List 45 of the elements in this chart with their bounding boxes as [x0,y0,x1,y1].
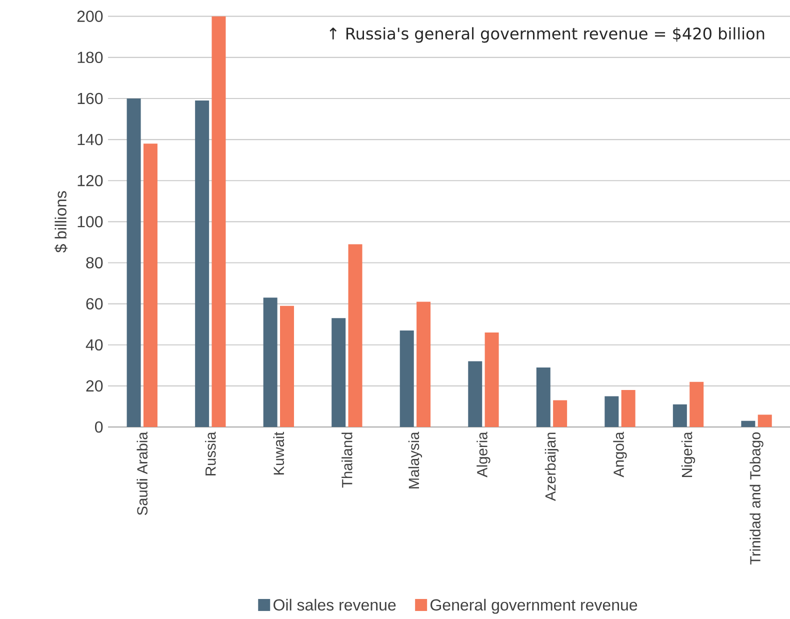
x-tick-label: Nigeria [681,432,696,477]
x-tick-label: Kuwait [273,432,284,475]
annotation: ↑ Russia's general government revenue = $420 billion [330,27,764,43]
x-tick-label: Saudi Arabia [136,432,148,516]
bar [604,396,619,428]
bar [212,16,226,428]
bar [126,98,141,428]
bar [332,318,346,428]
y-tick-label: 0 [95,421,103,433]
legend-label: Oil sales revenue [274,598,396,611]
y-tick-label: 60 [86,298,103,310]
bar [416,302,431,428]
x-tick-label: Algeria [476,432,490,478]
bar [758,414,772,428]
x-tick-label: Malaysia [408,432,422,488]
bar [400,330,414,428]
y-tick-label: 100 [78,216,103,228]
bar [468,361,482,428]
bar [484,332,499,428]
y-tick-label: 80 [86,257,103,268]
bar [741,420,756,428]
y-tick-label: 140 [78,134,103,146]
bar [348,244,362,428]
legend-label: General government revenue [430,598,638,614]
bar [195,100,210,428]
x-tick-label: Thailand [342,432,352,488]
bar [536,367,550,428]
x-tick-label: Azerbaijan [544,432,559,501]
y-tick-label: 180 [78,52,103,64]
bar [621,390,636,428]
y-tick-label: 160 [78,92,103,104]
bar [143,144,158,428]
bar [672,404,687,428]
x-tick-label: Russia [205,432,216,476]
y-tick-label: 40 [86,339,103,351]
x-tick-label: Trinidad and Tobago [750,432,764,565]
bar [263,298,278,428]
bar [280,306,294,428]
y-tick-label: 120 [78,174,103,186]
bar [553,400,568,428]
y-tick-label: 20 [86,380,103,392]
y-axis-title: $ billions [54,191,68,253]
y-tick-label: 200 [77,10,103,22]
x-tick-label: Angola [613,432,627,478]
bar [690,382,704,428]
